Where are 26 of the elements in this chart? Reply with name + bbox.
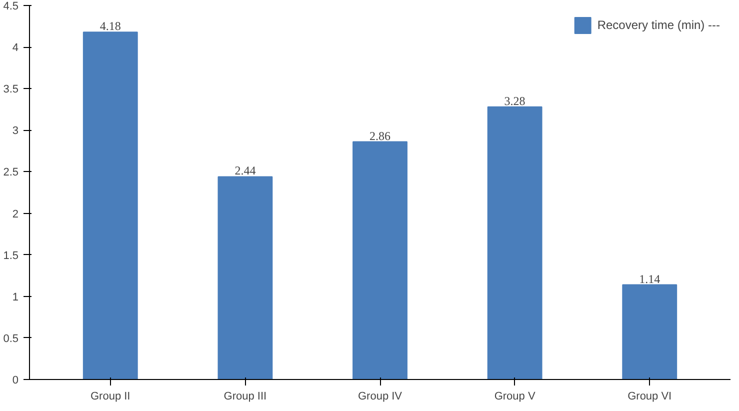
x-tick-label: Group IV [358,390,403,402]
bar [218,176,273,380]
data-label: 1.14 [639,272,660,286]
x-tick-label: Group VI [628,390,672,402]
y-tick-label: 2.5 [3,166,19,179]
y-tick-label: 4.5 [3,0,19,12]
y-tick-label: 1.5 [3,250,19,262]
y-tick-label: 1 [12,291,19,304]
bar [352,141,408,380]
x-tick-label: Group II [90,390,130,402]
y-tick-label: 3 [12,125,19,138]
bar [487,106,542,380]
bar [82,32,138,380]
data-label: 2.86 [370,128,390,143]
y-tick-label: 4 [12,42,19,54]
x-tick-label: Group V [494,390,536,402]
legend-label: Recovery time (min) --- [597,18,720,32]
x-tick-label: Group III [224,390,267,402]
data-label: 4.18 [100,19,121,34]
data-label: 3.28 [504,94,526,108]
y-tick-label: 2 [12,208,19,220]
data-label: 2.44 [234,164,256,178]
y-tick-label: 0 [12,374,19,386]
bar [622,284,678,380]
y-tick-label: 3.5 [3,84,19,96]
y-tick-label: 0.5 [3,332,19,345]
